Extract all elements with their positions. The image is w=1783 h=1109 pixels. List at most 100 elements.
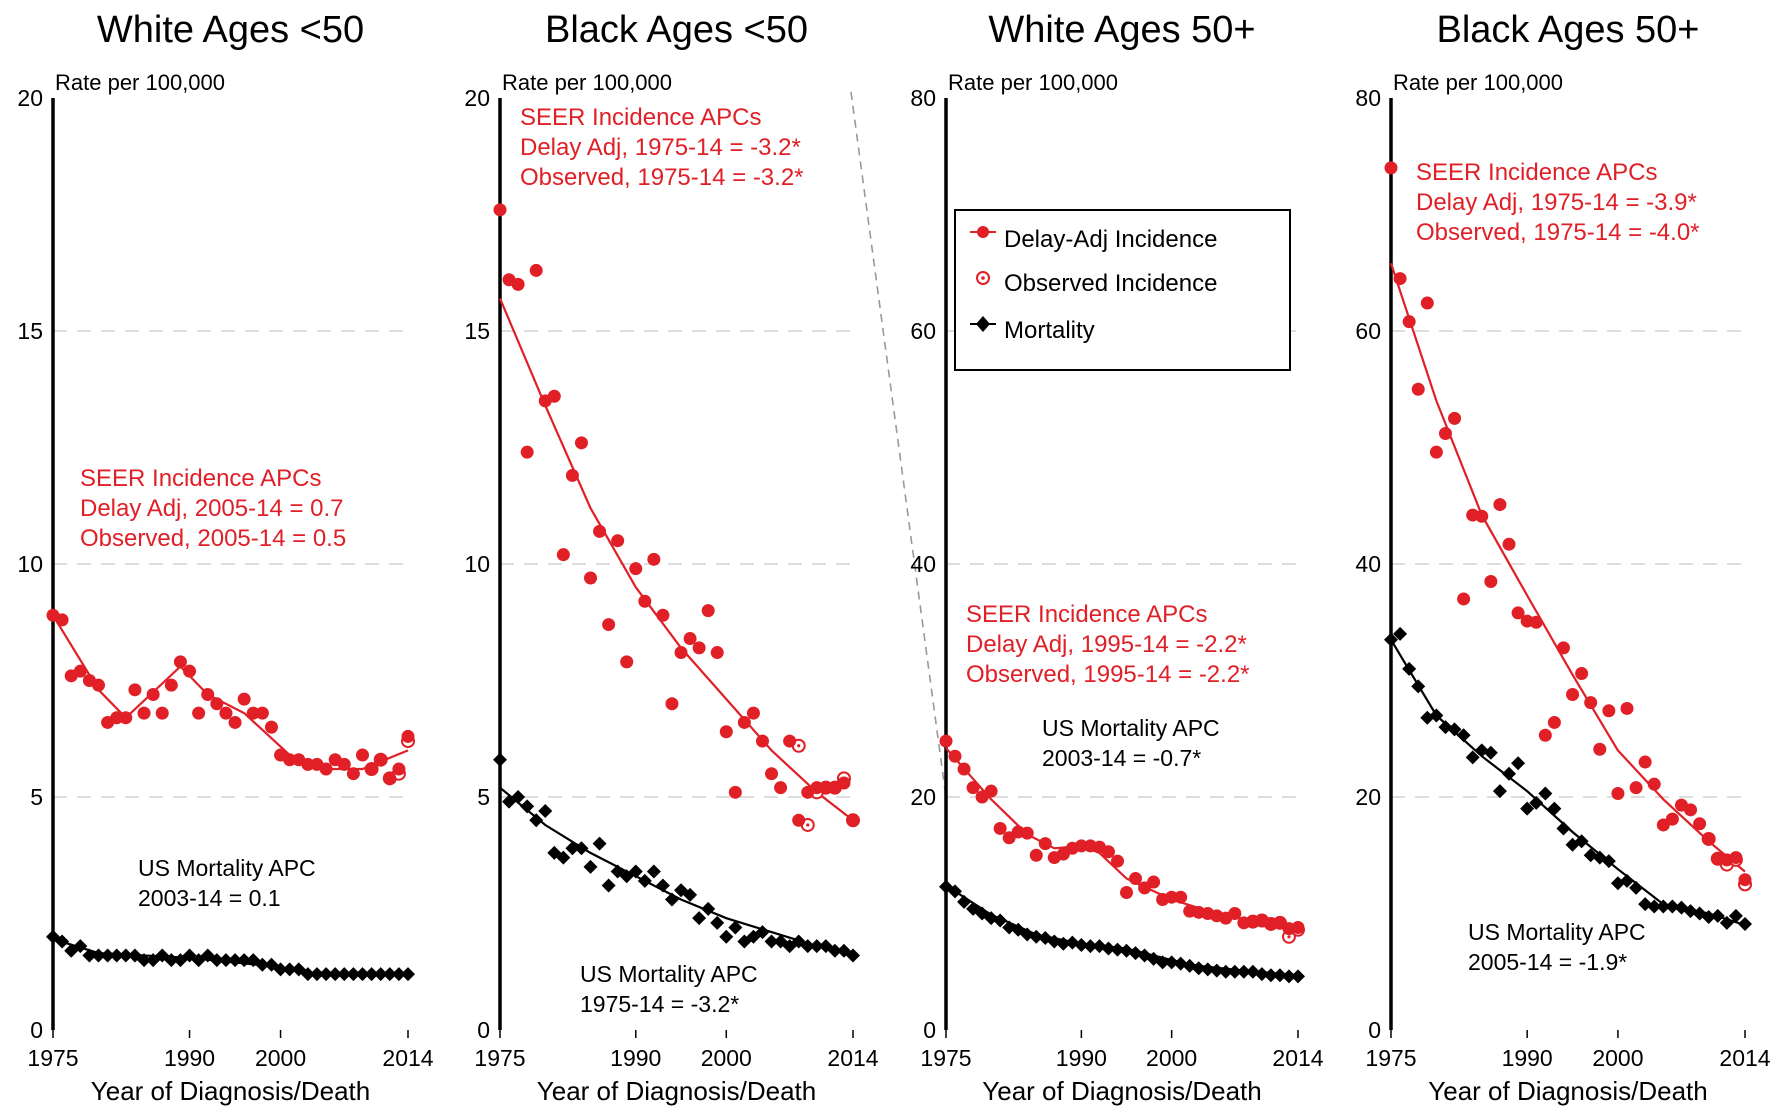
y-tick-label: 20 [464,85,490,111]
delay-adj-incidence-point [556,548,570,562]
y-axis-label: Rate per 100,000 [502,70,672,95]
legend: Delay-Adj Incidence Observed Incidence M… [954,209,1291,371]
delay-adj-incidence-point [210,697,224,711]
mortality-point [1447,722,1462,737]
delay-adj-incidence-point [1484,574,1498,588]
delay-adj-incidence-point [665,697,679,711]
delay-adj-incidence-point [746,706,760,720]
x-tick-label: 1975 [1365,1045,1416,1071]
delay-adj-incidence-point [966,781,980,795]
mortality-point [100,948,115,963]
delay-adj-incidence-point [1593,742,1607,756]
delay-adj-incidence-point [1038,837,1052,851]
delay-adj-incidence-point [520,445,534,459]
incidence-trend-line [945,747,1299,931]
mortality-point [1538,786,1553,801]
mortality-apc-annotation: US Mortality APC [1468,919,1646,945]
incidence-apc-annotation: Observed, 1975-14 = -4.0* [1416,219,1700,246]
delay-adj-incidence-point [1738,873,1752,887]
x-axis-label: Year of Diagnosis/Death [982,1076,1261,1106]
y-tick-label: 15 [464,318,490,344]
mortality-point [1456,728,1471,743]
mortality-point [646,864,661,879]
delay-adj-incidence-point [1556,641,1570,655]
delay-adj-incidence-point [1420,296,1434,310]
delay-adj-incidence-point [365,762,379,776]
delay-adj-incidence-point [110,711,124,725]
delay-adj-incidence-point [1529,615,1543,629]
delay-adj-incidence-point [765,767,779,781]
y-tick-label: 80 [1355,85,1381,111]
delay-adj-incidence-point [1110,854,1124,868]
delay-adj-incidence-point [755,734,769,748]
mortality-point [948,884,963,899]
delay-adj-incidence-point [264,720,278,734]
legend-delay-marker [977,226,989,238]
legend-mortality-marker [976,316,990,332]
delay-adj-incidence-point [1393,272,1407,286]
mortality-point [328,967,343,982]
mortality-point [556,850,571,865]
delay-adj-incidence-point [255,706,269,720]
panel-title: Black Ages 50+ [1436,9,1699,51]
delay-adj-incidence-point [584,571,598,585]
delay-adj-incidence-point [401,729,415,743]
mortality-point [655,878,670,893]
incidence-trend-line [52,614,409,771]
mortality-point [809,939,824,954]
mortality-point [1601,854,1616,869]
x-axis-label: Year of Diagnosis/Death [1428,1076,1707,1106]
mortality-point [628,864,643,879]
observed-incidence-point-dot [797,744,801,748]
incidence-trend-line [1389,263,1746,873]
legend-observed-label: Observed Incidence [1004,270,1217,297]
panel-1: White Ages <50 Rate per 100,000 0 5 10 15 20 19… [17,9,433,1106]
y-tick-label: 5 [30,784,43,810]
mortality-point [1701,909,1716,924]
mortality-point [1254,967,1269,982]
delay-adj-incidence-point [92,678,106,692]
mortality-apc-annotation: 2003-14 = 0.1 [138,885,281,911]
delay-adj-incidence-point [228,715,242,729]
x-tick-label: 1975 [920,1045,971,1071]
delay-adj-incidence-point [1457,592,1471,606]
mortality-point [319,967,334,982]
zoom-connector-line [850,91,946,791]
mortality-apc-annotation: US Mortality APC [580,961,758,987]
delay-adj-incidence-point [146,687,160,701]
y-tick-label: 40 [1355,551,1381,577]
delay-adj-incidence-point [319,762,333,776]
mortality-point [1483,745,1498,760]
delay-adj-incidence-point [1291,920,1305,934]
mortality-apc-annotation: 2005-14 = -1.9* [1468,949,1627,975]
delay-adj-incidence-point [1147,875,1161,889]
panels-group: White Ages <50 Rate per 100,000 0 5 10 15 20 19… [17,9,1770,1106]
mortality-trend-line [945,884,1299,977]
mortality-point [1083,939,1098,954]
delay-adj-incidence-point [1384,161,1398,175]
delay-adj-incidence-point [1120,886,1134,900]
delay-adj-incidence-point [346,767,360,781]
delay-adj-incidence-point [529,263,543,277]
mortality-point [728,920,743,935]
mortality-point [1209,963,1224,978]
incidence-apc-annotation: SEER Incidence APCs [80,465,321,492]
delay-adj-incidence-point [201,687,215,701]
mortality-point [209,953,224,968]
mortality-point [355,967,370,982]
observed-incidence-point-dot [1287,935,1291,939]
mortality-point [1164,955,1179,970]
delay-adj-incidence-point [656,608,670,622]
delay-adj-incidence-point [1665,812,1679,826]
x-tick-label: 2014 [1719,1045,1770,1071]
mortality-point [255,957,270,972]
mortality-apc-annotation: 2003-14 = -0.7* [1042,745,1201,771]
mortality-point [1429,708,1444,723]
mortality-point [1665,899,1680,914]
delay-adj-incidence-point [1538,728,1552,742]
y-tick-label: 0 [30,1017,43,1043]
mortality-point [1620,873,1634,888]
mortality-point [1502,766,1516,781]
panel-title: White Ages 50+ [988,9,1255,51]
